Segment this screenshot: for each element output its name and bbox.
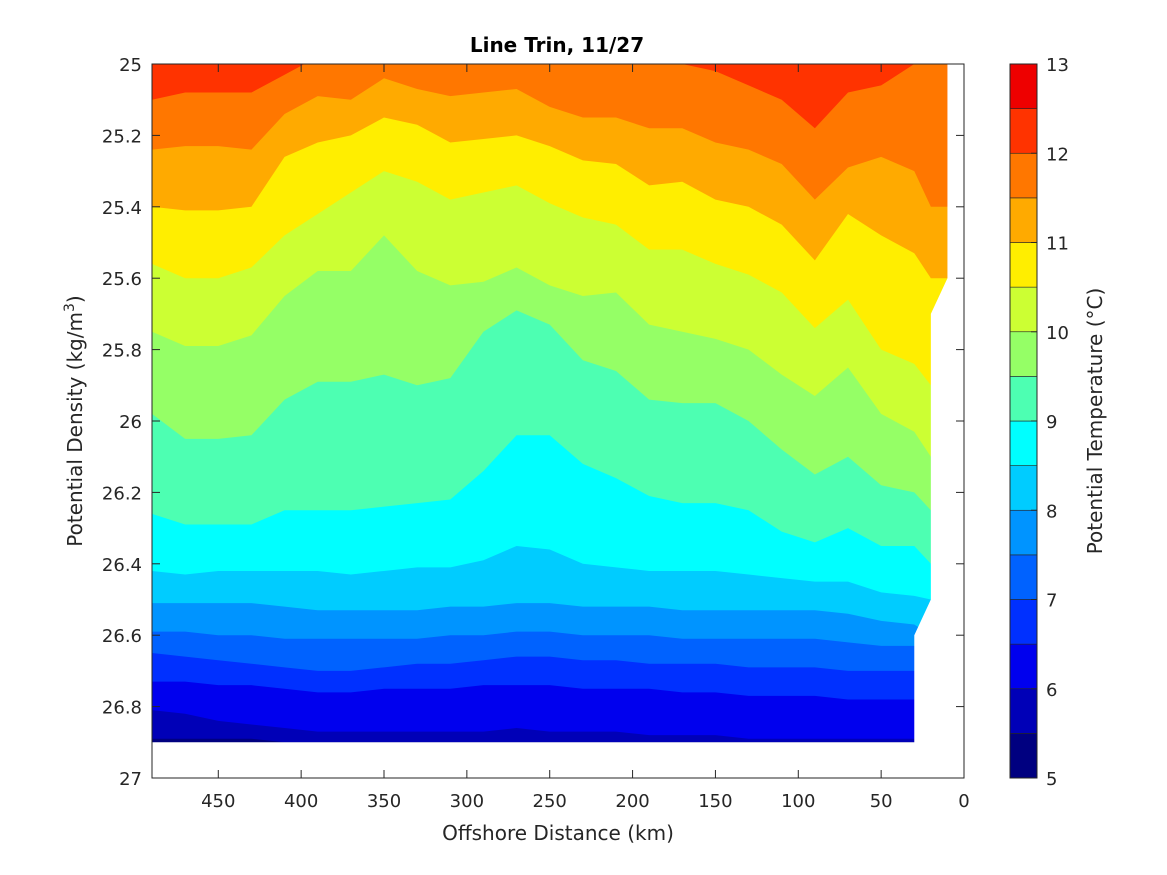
colorbar-tick-label: 9 — [1046, 412, 1057, 433]
colorbar-swatch — [1009, 286, 1038, 333]
x-tick-label: 200 — [615, 791, 649, 812]
x-axis-label: Offshore Distance (km) — [442, 821, 674, 845]
colorbar-swatch — [1009, 599, 1038, 645]
x-tick-label: 50 — [870, 791, 893, 812]
colorbar-label: Potential Temperature (°C) — [1083, 288, 1107, 555]
x-tick-label: 400 — [284, 791, 318, 812]
y-tick-label: 25 — [119, 55, 142, 76]
colorbar-swatch — [1009, 152, 1038, 199]
contour-bands — [152, 64, 964, 778]
chart-title: Line Trin, 11/27 — [470, 33, 644, 57]
colorbar-swatch — [1009, 108, 1038, 154]
y-tick-label: 25.2 — [102, 126, 142, 147]
contour-band-12-0 — [152, 64, 948, 129]
x-tick-label: 300 — [450, 791, 484, 812]
y-tick-label: 26.6 — [102, 626, 142, 647]
colorbar-swatch — [1009, 643, 1038, 690]
y-axis: 25 25.2 25.4 25.6 25.8 26 26.2 26.4 26.6 26.8 27 — [102, 55, 964, 790]
y-tick-label: 25.4 — [102, 198, 142, 219]
y-axis-label-main: Potential Density (kg/m — [63, 312, 87, 547]
colorbar-tick-label: 5 — [1046, 769, 1057, 790]
colorbar-swatch — [1009, 376, 1038, 422]
x-tick-label: 150 — [698, 791, 732, 812]
colorbar-tick-label: 8 — [1046, 501, 1057, 522]
x-axis: 450 400 350 300 250 200 150 100 50 0 — [201, 64, 970, 812]
colorbar-swatch — [1009, 420, 1038, 466]
x-tick-label: 100 — [781, 791, 815, 812]
x-tick-label: 0 — [958, 791, 969, 812]
y-tick-label: 26 — [119, 412, 142, 433]
colorbar-swatch — [1009, 331, 1038, 377]
x-tick-label: 250 — [533, 791, 567, 812]
plot-area — [152, 64, 964, 778]
x-tick-label: 350 — [367, 791, 401, 812]
colorbar-tick-label: 7 — [1046, 591, 1057, 612]
y-axis-label-superscript: 3 — [62, 303, 78, 312]
y-axis-label: Potential Density (kg/m3) — [62, 295, 87, 546]
y-tick-label: 25.6 — [102, 269, 142, 290]
colorbar-swatch — [1009, 733, 1038, 779]
colorbar-tick-label: 13 — [1046, 55, 1069, 76]
colorbar: 5 6 7 8 9 10 11 12 13 — [1009, 55, 1069, 790]
colorbar-swatch — [1009, 554, 1038, 600]
colorbar-swatch — [1009, 465, 1038, 511]
y-tick-label: 26.4 — [102, 555, 142, 576]
colorbar-tick-label: 11 — [1046, 234, 1069, 255]
colorbar-swatch — [1009, 197, 1038, 243]
colorbar-swatch — [1009, 63, 1038, 109]
y-tick-label: 26.2 — [102, 483, 142, 504]
x-tick-label: 450 — [201, 791, 235, 812]
y-tick-label: 27 — [119, 769, 142, 790]
y-axis-label-close: ) — [63, 295, 87, 303]
colorbar-tick-label: 12 — [1046, 144, 1069, 165]
y-tick-label: 25.8 — [102, 341, 142, 362]
y-tick-label: 26.8 — [102, 698, 142, 719]
colorbar-swatch — [1009, 509, 1038, 556]
colorbar-swatch — [1009, 688, 1038, 734]
colorbar-tick-label: 10 — [1046, 323, 1069, 344]
colorbar-tick-label: 6 — [1046, 680, 1057, 701]
colorbar-swatch — [1009, 242, 1038, 288]
